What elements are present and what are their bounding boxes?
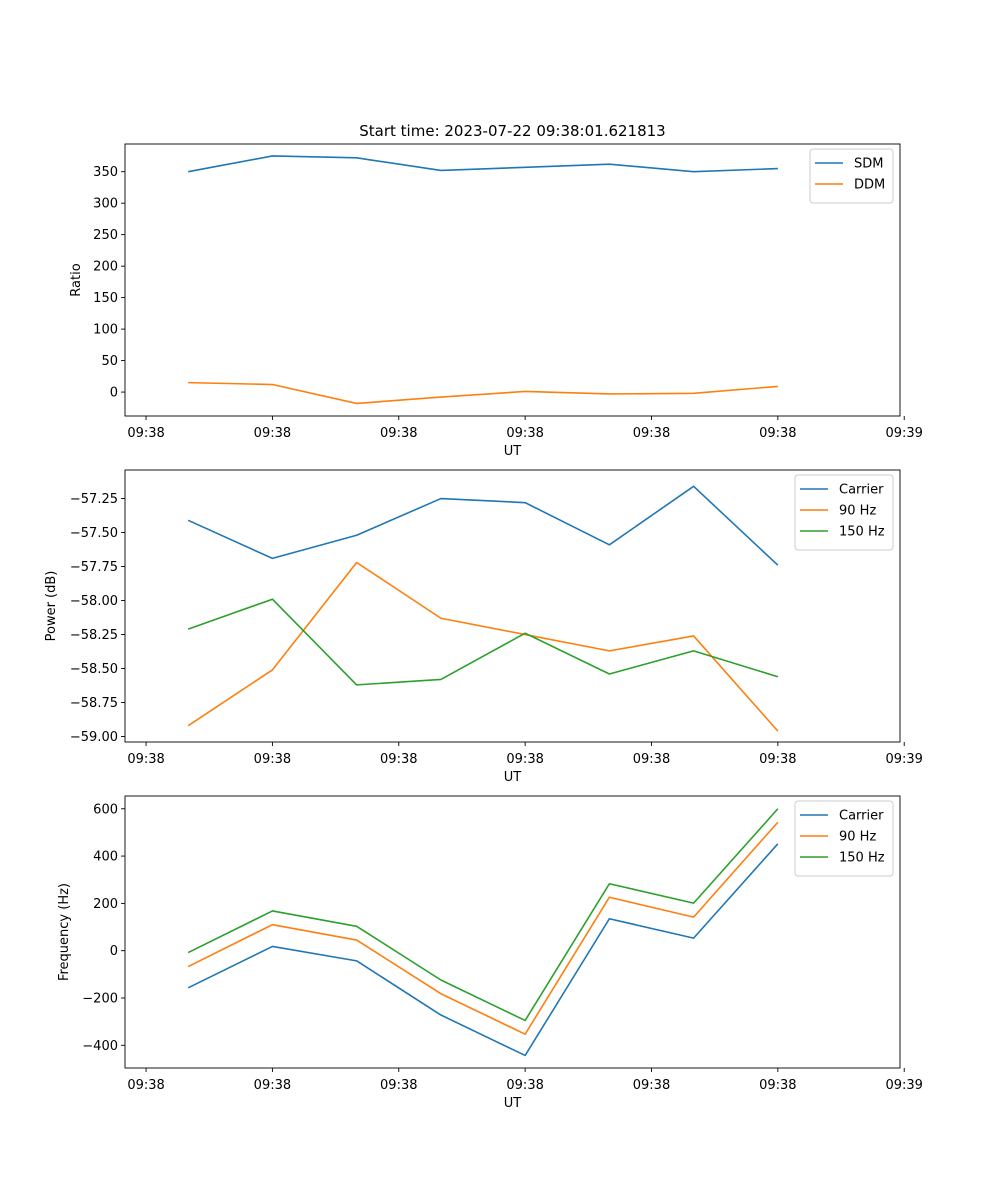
x-tick-label: 09:39 [885, 426, 922, 441]
x-tick-label: 09:38 [380, 752, 417, 767]
y-tick-label: 200 [93, 897, 118, 912]
y-tick-label: 250 [93, 228, 118, 243]
legend-label: 150 Hz [839, 525, 885, 540]
legend: Carrier 90 Hz 150 Hz [794, 800, 894, 877]
series-line-150-hz [187, 598, 779, 686]
y-tick-label: −57.25 [70, 492, 118, 507]
chart-panel-2: 09:38 09:38 09:38 09:38 09:38 09:38 09:39 −59.0… [44, 469, 923, 785]
x-tick-label: 09:38 [380, 426, 417, 441]
y-tick-label: 400 [93, 850, 118, 865]
series-line-90-hz [187, 821, 779, 1035]
legend-label: SDM [854, 157, 883, 172]
chart-panel-3: 09:38 09:38 09:38 09:38 09:38 09:38 09:39 −400 −… [57, 795, 923, 1111]
x-axis-label: UT [504, 1096, 522, 1111]
y-tick-label: 300 [93, 197, 118, 212]
legend: SDM DDM [809, 148, 894, 204]
chart-title: Start time: 2023-07-22 09:38:01.621813 [359, 122, 665, 140]
x-tick-label: 09:38 [380, 1078, 417, 1093]
plot-frame [124, 469, 901, 743]
y-tick-label: −58.00 [70, 594, 118, 609]
series-line-ddm [188, 381, 778, 405]
x-tick-label: 09:38 [633, 1078, 670, 1093]
y-tick-label: 600 [93, 802, 118, 817]
x-tick-label: 09:38 [759, 1078, 796, 1093]
y-tick-label: −57.75 [70, 560, 118, 575]
y-tick-label: −57.50 [70, 526, 118, 541]
legend-label: Carrier [839, 483, 884, 498]
x-axis-label: UT [504, 444, 522, 459]
y-axis-label: Power (dB) [44, 571, 59, 642]
legend-label: 90 Hz [839, 830, 876, 845]
x-tick-label: 09:38 [254, 752, 291, 767]
legend: Carrier 90 Hz 150 Hz [794, 474, 894, 551]
chart-panel-1: 09:38 09:38 09:38 09:38 09:38 09:38 09:39 0 50 10… [69, 122, 923, 459]
x-tick-label: 09:38 [506, 426, 543, 441]
y-tick-label: −58.75 [70, 696, 118, 711]
y-tick-label: 100 [93, 323, 118, 338]
y-tick-label: −59.00 [70, 730, 118, 745]
y-tick-label: 350 [93, 165, 118, 180]
x-tick-label: 09:38 [127, 426, 164, 441]
series-line-150-hz [187, 808, 779, 1022]
y-tick-label: 0 [110, 386, 118, 401]
x-tick-label: 09:38 [127, 752, 164, 767]
x-tick-label: 09:38 [633, 426, 670, 441]
x-tick-label: 09:38 [506, 1078, 543, 1093]
legend-label: DDM [854, 178, 885, 193]
legend-label: 90 Hz [839, 504, 876, 519]
legend-label: 150 Hz [839, 851, 885, 866]
y-tick-label: −400 [82, 1039, 118, 1054]
x-tick-label: 09:38 [254, 1078, 291, 1093]
y-tick-label: −200 [82, 991, 118, 1006]
plot-frame [124, 143, 901, 417]
x-tick-label: 09:38 [254, 426, 291, 441]
y-tick-label: 0 [110, 944, 118, 959]
series-line-carrier [187, 485, 779, 566]
x-tick-label: 09:38 [633, 752, 670, 767]
x-tick-label: 09:38 [759, 426, 796, 441]
series-line-90-hz [187, 561, 779, 732]
plot-frame [124, 795, 901, 1069]
x-tick-label: 09:38 [506, 752, 543, 767]
series-line-sdm [188, 155, 778, 173]
y-tick-label: −58.25 [70, 628, 118, 643]
x-tick-label: 09:39 [885, 1078, 922, 1093]
y-tick-label: 50 [101, 354, 118, 369]
x-tick-label: 09:39 [885, 752, 922, 767]
legend-label: Carrier [839, 809, 884, 824]
y-tick-label: −58.50 [70, 662, 118, 677]
y-axis-label: Ratio [69, 263, 84, 296]
x-tick-label: 09:38 [759, 752, 796, 767]
y-tick-label: 150 [93, 291, 118, 306]
series-line-carrier [187, 843, 779, 1057]
x-axis-label: UT [504, 770, 522, 785]
y-axis-label: Frequency (Hz) [57, 883, 72, 981]
x-tick-label: 09:38 [127, 1078, 164, 1093]
y-tick-label: 200 [93, 260, 118, 275]
